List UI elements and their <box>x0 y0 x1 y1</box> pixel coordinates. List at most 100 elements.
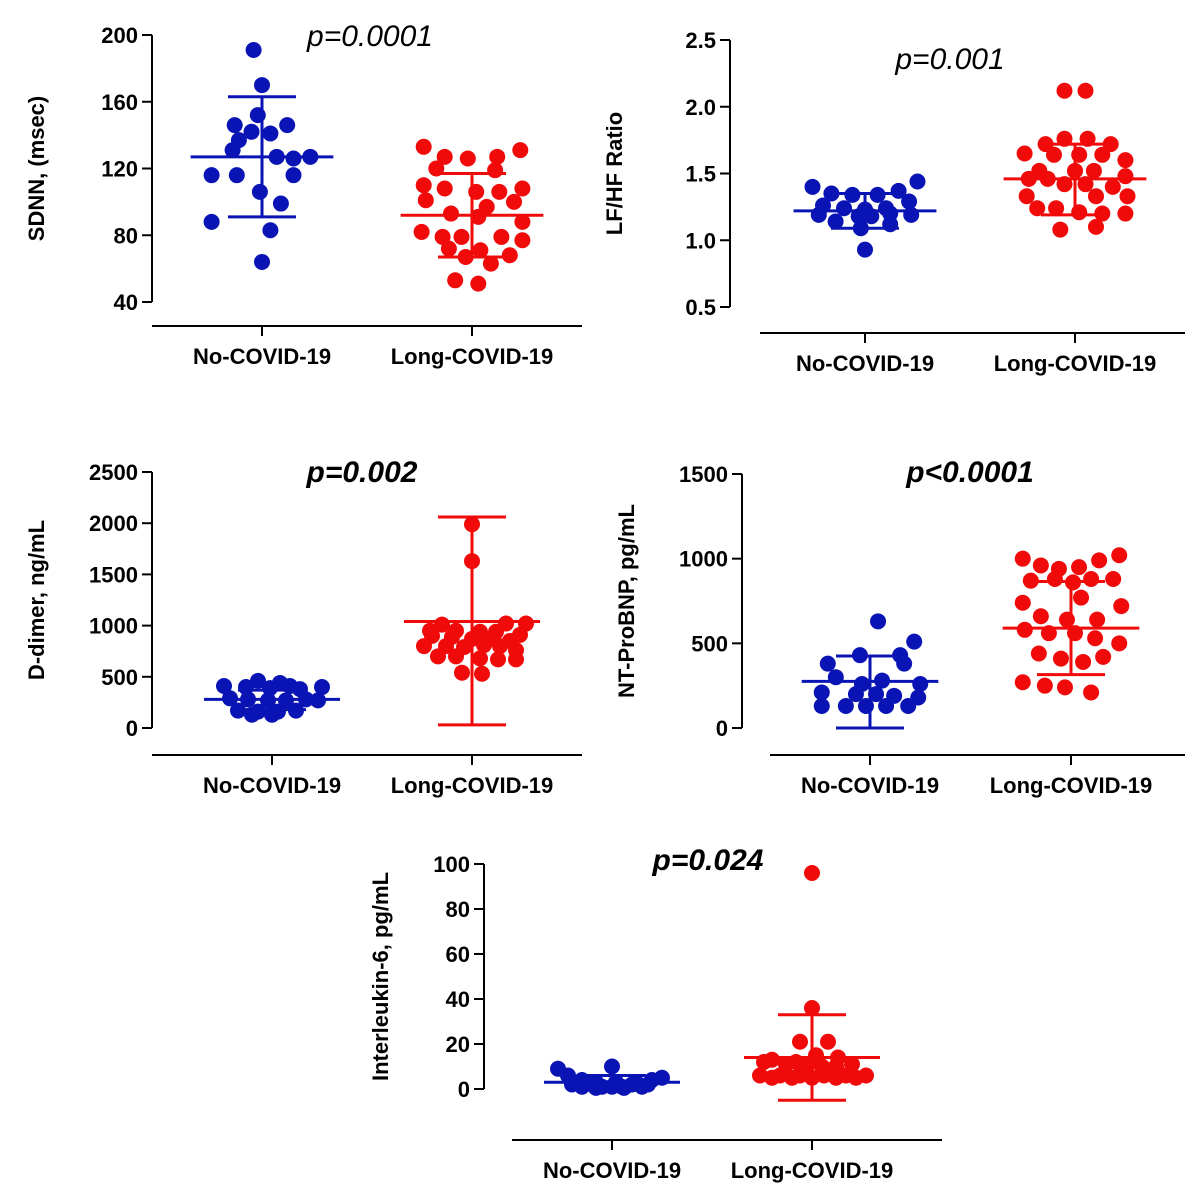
data-point <box>848 1069 864 1086</box>
data-point <box>415 138 432 155</box>
data-point <box>792 1033 808 1050</box>
data-point <box>1089 611 1106 628</box>
data-point <box>216 678 232 695</box>
panel-ntprobnp: 0 500 1000 1500 No-COVID-19 Long-COVID-19 NT-P… <box>614 456 1185 798</box>
data-point <box>493 228 510 245</box>
data-point <box>900 697 917 714</box>
data-point <box>262 680 278 697</box>
data-point <box>1073 589 1090 606</box>
y-tick-label: 60 <box>446 942 470 967</box>
data-point <box>752 1067 768 1084</box>
y-tick-label: 40 <box>446 987 470 1012</box>
x-category-label: No-COVID-19 <box>193 344 331 369</box>
data-point <box>1105 570 1122 587</box>
data-point <box>514 232 531 249</box>
series-long-covid <box>1002 547 1140 701</box>
data-point <box>254 253 270 270</box>
series-long-covid <box>744 865 880 1102</box>
y-tick-label: 1500 <box>679 462 728 487</box>
data-point <box>254 77 270 94</box>
y-axis-title: LF/HF Ratio <box>602 112 627 235</box>
data-point <box>1117 152 1134 169</box>
data-point <box>1036 677 1053 694</box>
data-point <box>459 150 476 167</box>
data-point <box>514 213 531 230</box>
data-point <box>1075 653 1092 670</box>
data-point <box>415 177 432 194</box>
data-point <box>816 1067 832 1084</box>
x-category-label: Long-COVID-19 <box>990 773 1153 798</box>
data-point <box>857 697 874 714</box>
data-point <box>447 272 464 289</box>
data-point <box>836 200 852 217</box>
series-no-covid <box>190 42 334 270</box>
data-point <box>896 655 913 672</box>
data-point <box>906 633 923 650</box>
data-point <box>251 183 268 200</box>
y-tick-label: 500 <box>101 665 138 690</box>
data-point <box>1022 572 1039 589</box>
data-point <box>470 275 487 292</box>
data-point <box>1046 146 1062 163</box>
x-category-label: Long-COVID-19 <box>731 1158 894 1183</box>
p-value-annotation: p=0.001 <box>894 43 1004 76</box>
data-point <box>501 247 518 264</box>
data-point <box>203 167 220 184</box>
data-point <box>1094 146 1111 163</box>
data-point <box>1071 559 1088 576</box>
y-tick-label: 2.5 <box>685 28 716 53</box>
data-point <box>1052 221 1069 238</box>
data-point <box>245 42 262 59</box>
data-point <box>909 173 926 190</box>
data-point <box>490 651 506 668</box>
p-value-annotation: p=0.0001 <box>306 20 433 53</box>
data-point <box>804 178 821 195</box>
y-tick-label: 1.0 <box>685 228 716 253</box>
data-point <box>314 679 330 696</box>
data-point <box>882 216 899 233</box>
data-point <box>764 1069 780 1086</box>
data-point <box>1014 550 1031 567</box>
x-category-label: Long-COVID-19 <box>391 344 554 369</box>
data-point <box>1111 547 1128 564</box>
data-point <box>1046 570 1063 587</box>
data-point <box>1083 684 1100 701</box>
data-point <box>1014 674 1031 691</box>
data-point <box>454 664 470 681</box>
data-point <box>901 193 918 210</box>
panel-il6: 0 20 40 60 80 100 No-COVID-19 Long-COVID-19 Inte… <box>368 844 942 1183</box>
data-point <box>1016 621 1033 638</box>
data-point <box>1056 82 1073 99</box>
data-point <box>474 665 490 682</box>
data-point <box>1052 650 1069 667</box>
data-point <box>228 167 245 184</box>
data-point <box>878 697 895 714</box>
x-category-label: Long-COVID-19 <box>391 773 554 798</box>
data-point <box>443 205 459 222</box>
data-point <box>1077 82 1094 99</box>
data-point <box>912 675 929 692</box>
data-point <box>476 637 492 654</box>
data-point <box>1014 594 1031 611</box>
data-point <box>440 240 457 257</box>
y-axis-title: Interleukin-6, pg/mL <box>368 872 393 1081</box>
y-tick-label: 20 <box>446 1032 470 1057</box>
data-point <box>827 213 844 230</box>
x-category-label: No-COVID-19 <box>543 1158 681 1183</box>
data-point <box>1119 188 1136 205</box>
data-point <box>820 1033 836 1050</box>
data-point <box>1117 168 1134 185</box>
data-point <box>272 195 289 212</box>
y-tick-label: 1500 <box>89 562 138 587</box>
y-axis-title: SDNN, (msec) <box>24 96 49 241</box>
panel-ddimer: 0 500 1000 1500 2000 2500 No-COVID-19 Long-COVI… <box>24 456 582 798</box>
data-point <box>417 192 434 209</box>
data-point <box>203 213 220 230</box>
data-point <box>804 1000 820 1016</box>
data-point <box>847 686 864 703</box>
data-point <box>1104 178 1121 195</box>
x-category-label: No-COVID-19 <box>796 351 934 376</box>
series-no-covid <box>793 173 937 258</box>
series-no-covid <box>801 613 939 730</box>
